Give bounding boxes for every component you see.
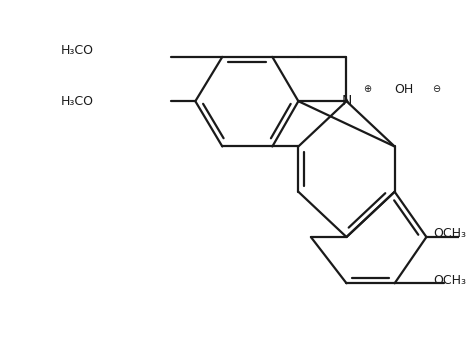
Text: OH: OH (395, 83, 414, 96)
Text: ⊖: ⊖ (432, 84, 440, 94)
Text: OCH₃: OCH₃ (433, 274, 466, 287)
Text: H₃CO: H₃CO (61, 44, 93, 57)
Text: H₃CO: H₃CO (61, 95, 93, 108)
Text: OCH₃: OCH₃ (433, 227, 466, 240)
Text: ⊕: ⊕ (363, 84, 371, 94)
Text: N: N (341, 94, 352, 108)
